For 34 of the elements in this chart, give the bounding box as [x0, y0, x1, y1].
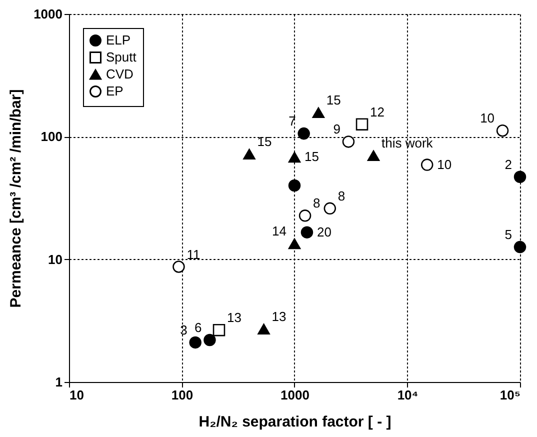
x-tick-label: 100	[171, 388, 194, 402]
y-tick-label: 10	[48, 252, 62, 267]
annotation: 10	[480, 110, 495, 126]
annotation: 2	[504, 156, 512, 172]
y-tick-label: 1	[55, 374, 62, 390]
legend-label: Sputt	[106, 50, 137, 64]
x-tick-label: 10⁵	[500, 388, 520, 402]
annotation: 14	[272, 224, 286, 239]
annotation: 20	[316, 224, 332, 240]
annotation: 15	[326, 92, 341, 108]
x-axis-title: H₂/N₂ separation factor [ - ]	[198, 414, 392, 430]
annotation: 6	[194, 320, 202, 335]
legend-label: EP	[106, 84, 124, 98]
annotation: 10	[437, 156, 452, 172]
annotation: 9	[333, 122, 340, 137]
x-tick-label: 1000	[280, 388, 310, 402]
annotation: 7	[288, 114, 296, 129]
annotation: 11	[186, 246, 200, 262]
x-tick-label: 10	[70, 388, 84, 402]
x-tick-label: 10⁴	[397, 388, 418, 402]
annotation: 3	[180, 322, 188, 338]
legend-label: CVD	[106, 66, 134, 82]
annotation: 8	[338, 188, 346, 204]
y-axis-title: Permeance [cm³ /cm² /min/bar]	[8, 89, 25, 308]
y-tick-label: 100	[40, 129, 62, 144]
annotation: 15	[304, 149, 319, 164]
annotation: 5	[504, 227, 512, 242]
annotation: 13	[272, 309, 286, 324]
annotation: 12	[370, 104, 384, 120]
annotation: 8	[313, 196, 320, 211]
legend-label: ELP	[106, 32, 131, 48]
annotation: 13	[227, 310, 242, 326]
annotation: this work	[382, 136, 434, 151]
y-tick-label: 1000	[34, 6, 62, 22]
